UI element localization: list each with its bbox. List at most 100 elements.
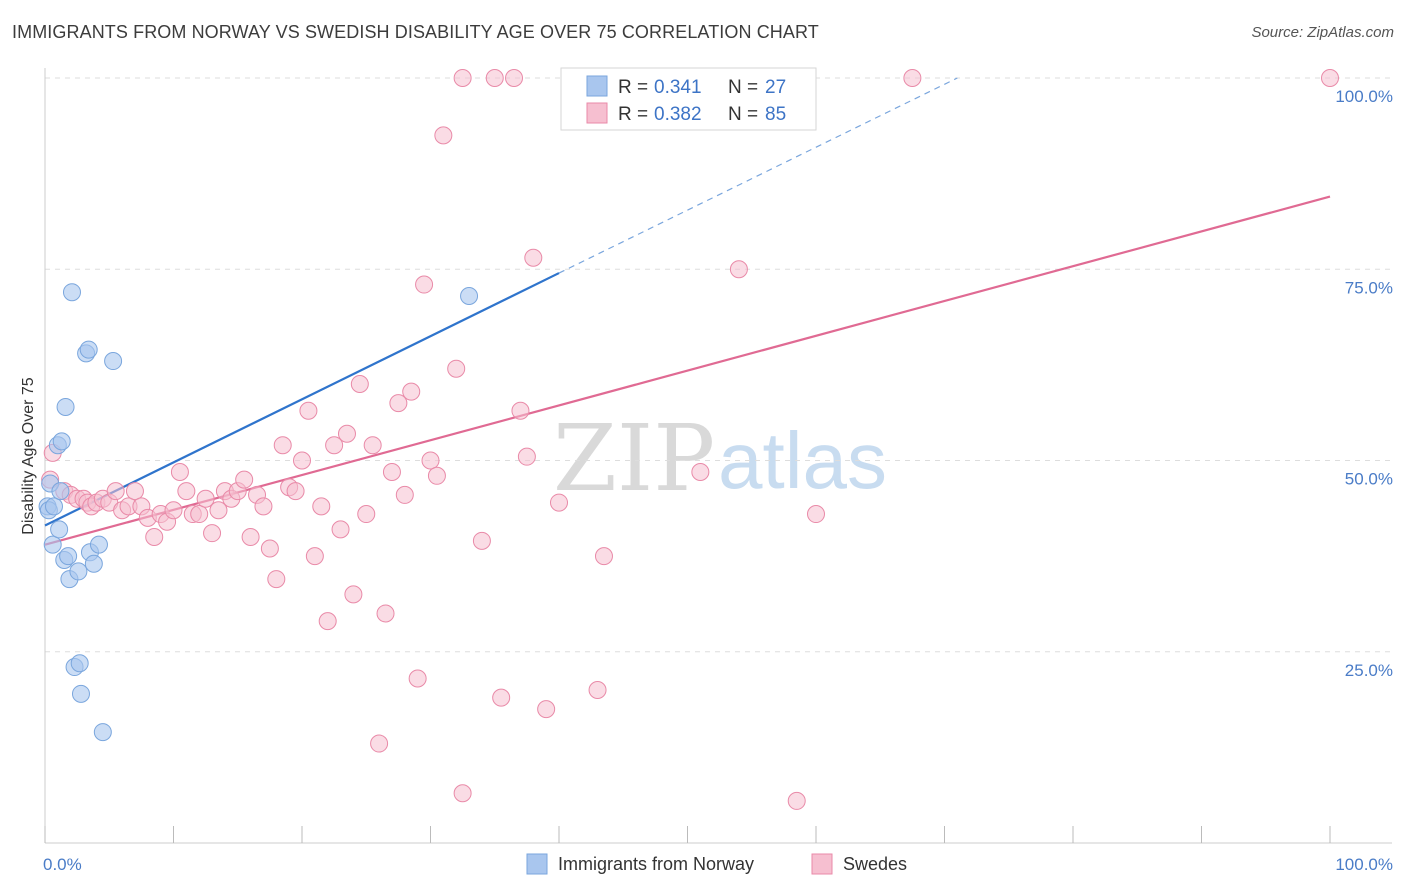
swedes-point-73 (537, 700, 556, 719)
swedes-point-21 (170, 462, 189, 481)
source-credit: Source: ZipAtlas.com (1251, 24, 1394, 41)
x-tick-labels: 0.0% 100.0% (43, 855, 1393, 874)
swedes-point-81 (807, 505, 825, 524)
norway-trend-extension (558, 77, 958, 274)
swedes-point-75 (588, 681, 607, 699)
series-label-norway: Immigrants from Norway (558, 854, 754, 874)
swedes-point-48 (344, 585, 363, 604)
series-swatch-norway (526, 853, 548, 875)
swedes-point-35 (260, 539, 279, 558)
swedes-point-32 (241, 528, 260, 546)
norway-point-15 (69, 562, 88, 581)
legend-n-label-swedes: N = (728, 104, 758, 125)
swedes-point-70 (511, 401, 530, 420)
swedes-point-60 (421, 451, 440, 470)
swedes-point-46 (331, 520, 350, 539)
norway-point-22 (89, 535, 108, 554)
y-tick-label-3: 100.0% (1335, 87, 1393, 106)
y-tick-label-0: 25.0% (1345, 661, 1393, 680)
swedes-point-58 (408, 669, 427, 688)
swedes-point-40 (293, 451, 311, 470)
norway-point-3 (43, 535, 62, 554)
norway-point-19 (79, 340, 98, 359)
y-tick-labels: 25.0% 50.0% 75.0% 100.0% (1335, 87, 1393, 680)
swedes-point-56 (395, 485, 414, 504)
swedes-point-42 (305, 547, 324, 566)
norway-point-6 (50, 520, 69, 539)
swedes-point-78 (691, 462, 710, 481)
swedes-point-72 (524, 248, 543, 267)
swedes-point-11 (106, 482, 125, 501)
gridlines (45, 77, 1392, 653)
swedes-point-36 (267, 570, 286, 589)
legend-n-value-norway: 27 (765, 77, 786, 98)
series-swatch-swedes (811, 853, 833, 875)
norway-point-13 (62, 283, 81, 302)
norway-point-24 (104, 352, 123, 371)
norway-point-17 (71, 684, 90, 703)
x-tick-label-0: 0.0% (43, 855, 82, 874)
swedes-point-45 (325, 436, 344, 455)
norway-point-21 (84, 554, 103, 573)
swedes-point-34 (254, 497, 273, 516)
watermark-atlas: atlas (718, 416, 887, 505)
swedes-point-44 (318, 612, 337, 631)
swedes-point-74 (550, 493, 568, 512)
swedes-point-37 (273, 436, 292, 455)
norway-point-25 (460, 287, 479, 306)
swedes-point-61 (427, 466, 446, 485)
swedes-point-41 (299, 401, 318, 420)
swedes-point-22 (177, 482, 196, 501)
swedes-point-63 (447, 359, 466, 378)
legend-r-label-norway: R = (618, 77, 648, 98)
swedes-point-62 (434, 126, 453, 145)
swedes-point-67 (485, 69, 504, 87)
x-tick-label-1: 100.0% (1335, 855, 1393, 874)
swedes-point-17 (145, 528, 164, 546)
swedes-point-51 (363, 436, 382, 455)
series-legend: Immigrants from Norway Swedes (526, 853, 907, 875)
swedes-point-79 (729, 260, 748, 279)
series-label-swedes: Swedes (843, 854, 907, 874)
legend-n-value-swedes: 85 (765, 104, 786, 125)
norway-point-8 (52, 432, 71, 451)
swedes-point-66 (472, 531, 491, 550)
norway-points (38, 69, 691, 742)
swedes-point-31 (235, 470, 254, 489)
swedes-point-69 (505, 69, 524, 87)
swedes-points (41, 69, 1339, 810)
swedes-point-83 (1321, 69, 1339, 87)
swedes-point-57 (402, 382, 421, 401)
swedes-point-24 (190, 505, 209, 524)
norway-point-16 (70, 654, 89, 673)
swedes-point-49 (350, 375, 369, 393)
swedes-point-26 (203, 524, 222, 543)
swedes-point-76 (594, 547, 613, 566)
legend-n-label-norway: N = (728, 77, 758, 98)
chart-title: IMMIGRANTS FROM NORWAY VS SWEDISH DISABI… (12, 22, 819, 42)
norway-point-23 (93, 723, 112, 742)
swedes-point-54 (382, 462, 401, 481)
swedes-point-27 (209, 501, 228, 520)
watermark-zip: ZIP (553, 405, 715, 512)
swedes-point-80 (787, 791, 806, 810)
y-axis-label: Disability Age Over 75 (20, 377, 37, 535)
swedes-point-25 (196, 489, 215, 508)
swedes-point-82 (903, 69, 922, 87)
stats-legend: R = 0.341 N = 27 R = 0.382 N = 85 (560, 67, 817, 131)
y-tick-label-1: 50.0% (1345, 470, 1393, 489)
norway-point-11 (59, 547, 78, 566)
norway-point-10 (56, 397, 75, 416)
swedes-point-47 (337, 424, 356, 443)
legend-swatch-norway (586, 75, 608, 97)
swedes-point-14 (125, 482, 144, 501)
legend-swatch-swedes (586, 102, 608, 124)
swedes-point-55 (389, 394, 408, 413)
swedes-point-50 (357, 505, 376, 524)
swedes-point-64 (453, 784, 472, 803)
swedes-point-65 (453, 69, 472, 87)
norway-point-4 (44, 497, 63, 516)
swedes-point-39 (286, 482, 305, 501)
swedes-point-68 (492, 688, 511, 707)
